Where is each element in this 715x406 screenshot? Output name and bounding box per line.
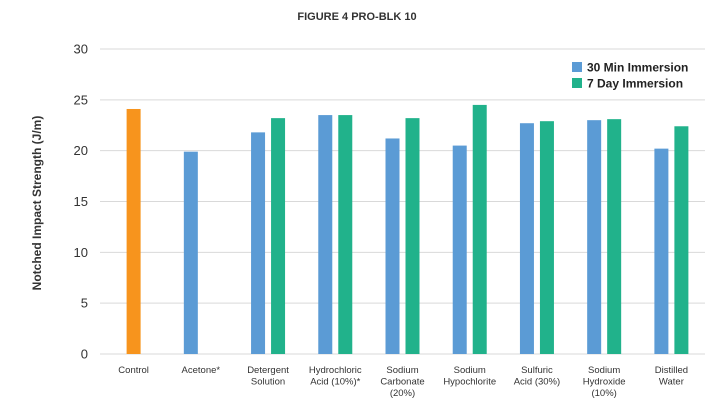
gridlines (100, 48, 705, 355)
y-tick-label: 25 (74, 92, 88, 107)
x-tick-label: Sodium Carbonate (20%) (380, 365, 424, 399)
x-tick-label: Control (118, 365, 149, 376)
x-tick-line: Acetone* (182, 365, 221, 376)
y-tick-label: 10 (74, 245, 88, 260)
bar-series-1-cat-6 (539, 121, 554, 354)
legend-swatch (572, 78, 582, 88)
x-tick-line: Hydrochloric (309, 365, 362, 376)
x-tick-label: Detergent Solution (247, 365, 289, 388)
bar-series-0-cat-2 (251, 132, 266, 354)
x-tick-line: Water (659, 377, 684, 388)
legend-label: 7 Day Immersion (587, 77, 683, 91)
y-tick-label: 30 (74, 42, 88, 57)
bar-series-1-cat-7 (607, 119, 622, 355)
x-tick-line: Carbonate (380, 377, 424, 388)
y-tick-label: 0 (81, 347, 88, 362)
x-tick-line: (10%) (591, 388, 616, 399)
legend: 30 Min Immersion 7 Day Immersion (572, 61, 688, 91)
chart-title: FIGURE 4 PRO-BLK 10 (297, 11, 416, 23)
x-tick-label: Acetone* (182, 365, 221, 376)
bar-series-1-cat-3 (338, 115, 353, 354)
x-axis-ticks: Control Acetone* Detergent Solution Hydrochl… (118, 365, 688, 399)
x-tick-line: Detergent (247, 365, 289, 376)
bar-control (126, 108, 141, 354)
x-tick-line: Solution (251, 377, 285, 388)
y-tick-label: 5 (81, 296, 88, 311)
bar-series-1-cat-2 (271, 118, 286, 354)
x-tick-line: Hydroxide (583, 377, 626, 388)
x-tick-line: Sulfuric (521, 365, 553, 376)
bar-series-0-cat-8 (654, 148, 669, 354)
x-tick-label: Sulfuric Acid (30%) (514, 365, 560, 388)
x-tick-line: Acid (30%) (514, 377, 560, 388)
y-tick-label: 15 (74, 194, 88, 209)
x-tick-label: Distilled Water (655, 365, 688, 388)
bar-series-1-cat-4 (405, 118, 420, 354)
y-tick-label: 20 (74, 143, 88, 158)
y-axis-label: Notched Impact Strength (J/m) (30, 116, 44, 291)
bar-series-0-cat-6 (519, 123, 534, 354)
bar-series-0-cat-7 (587, 120, 602, 355)
bar-series-1-cat-8 (674, 126, 689, 355)
bars (126, 104, 689, 355)
x-tick-line: Control (118, 365, 149, 376)
y-axis-ticks: 0 5 10 15 20 25 30 (74, 42, 88, 362)
x-tick-line: Sodium (588, 365, 620, 376)
x-tick-label: Sodium Hydroxide (10%) (583, 365, 626, 399)
bar-series-0-cat-3 (318, 115, 333, 354)
x-tick-line: Sodium (454, 365, 486, 376)
bar-series-1-cat-5 (472, 104, 487, 355)
x-tick-label: Hydrochloric Acid (10%)* (309, 365, 362, 388)
x-tick-line: Sodium (386, 365, 418, 376)
x-tick-line: (20%) (390, 388, 415, 399)
bar-series-0-cat-1 (183, 151, 198, 354)
bar-series-0-cat-5 (452, 145, 467, 354)
x-tick-line: Distilled (655, 365, 688, 376)
legend-swatch (572, 62, 582, 72)
x-tick-label: Sodium Hypochlorite (443, 365, 496, 388)
x-tick-line: Hypochlorite (443, 377, 496, 388)
bar-series-0-cat-4 (385, 138, 400, 354)
legend-label: 30 Min Immersion (587, 61, 688, 75)
x-tick-line: Acid (10%)* (310, 377, 360, 388)
